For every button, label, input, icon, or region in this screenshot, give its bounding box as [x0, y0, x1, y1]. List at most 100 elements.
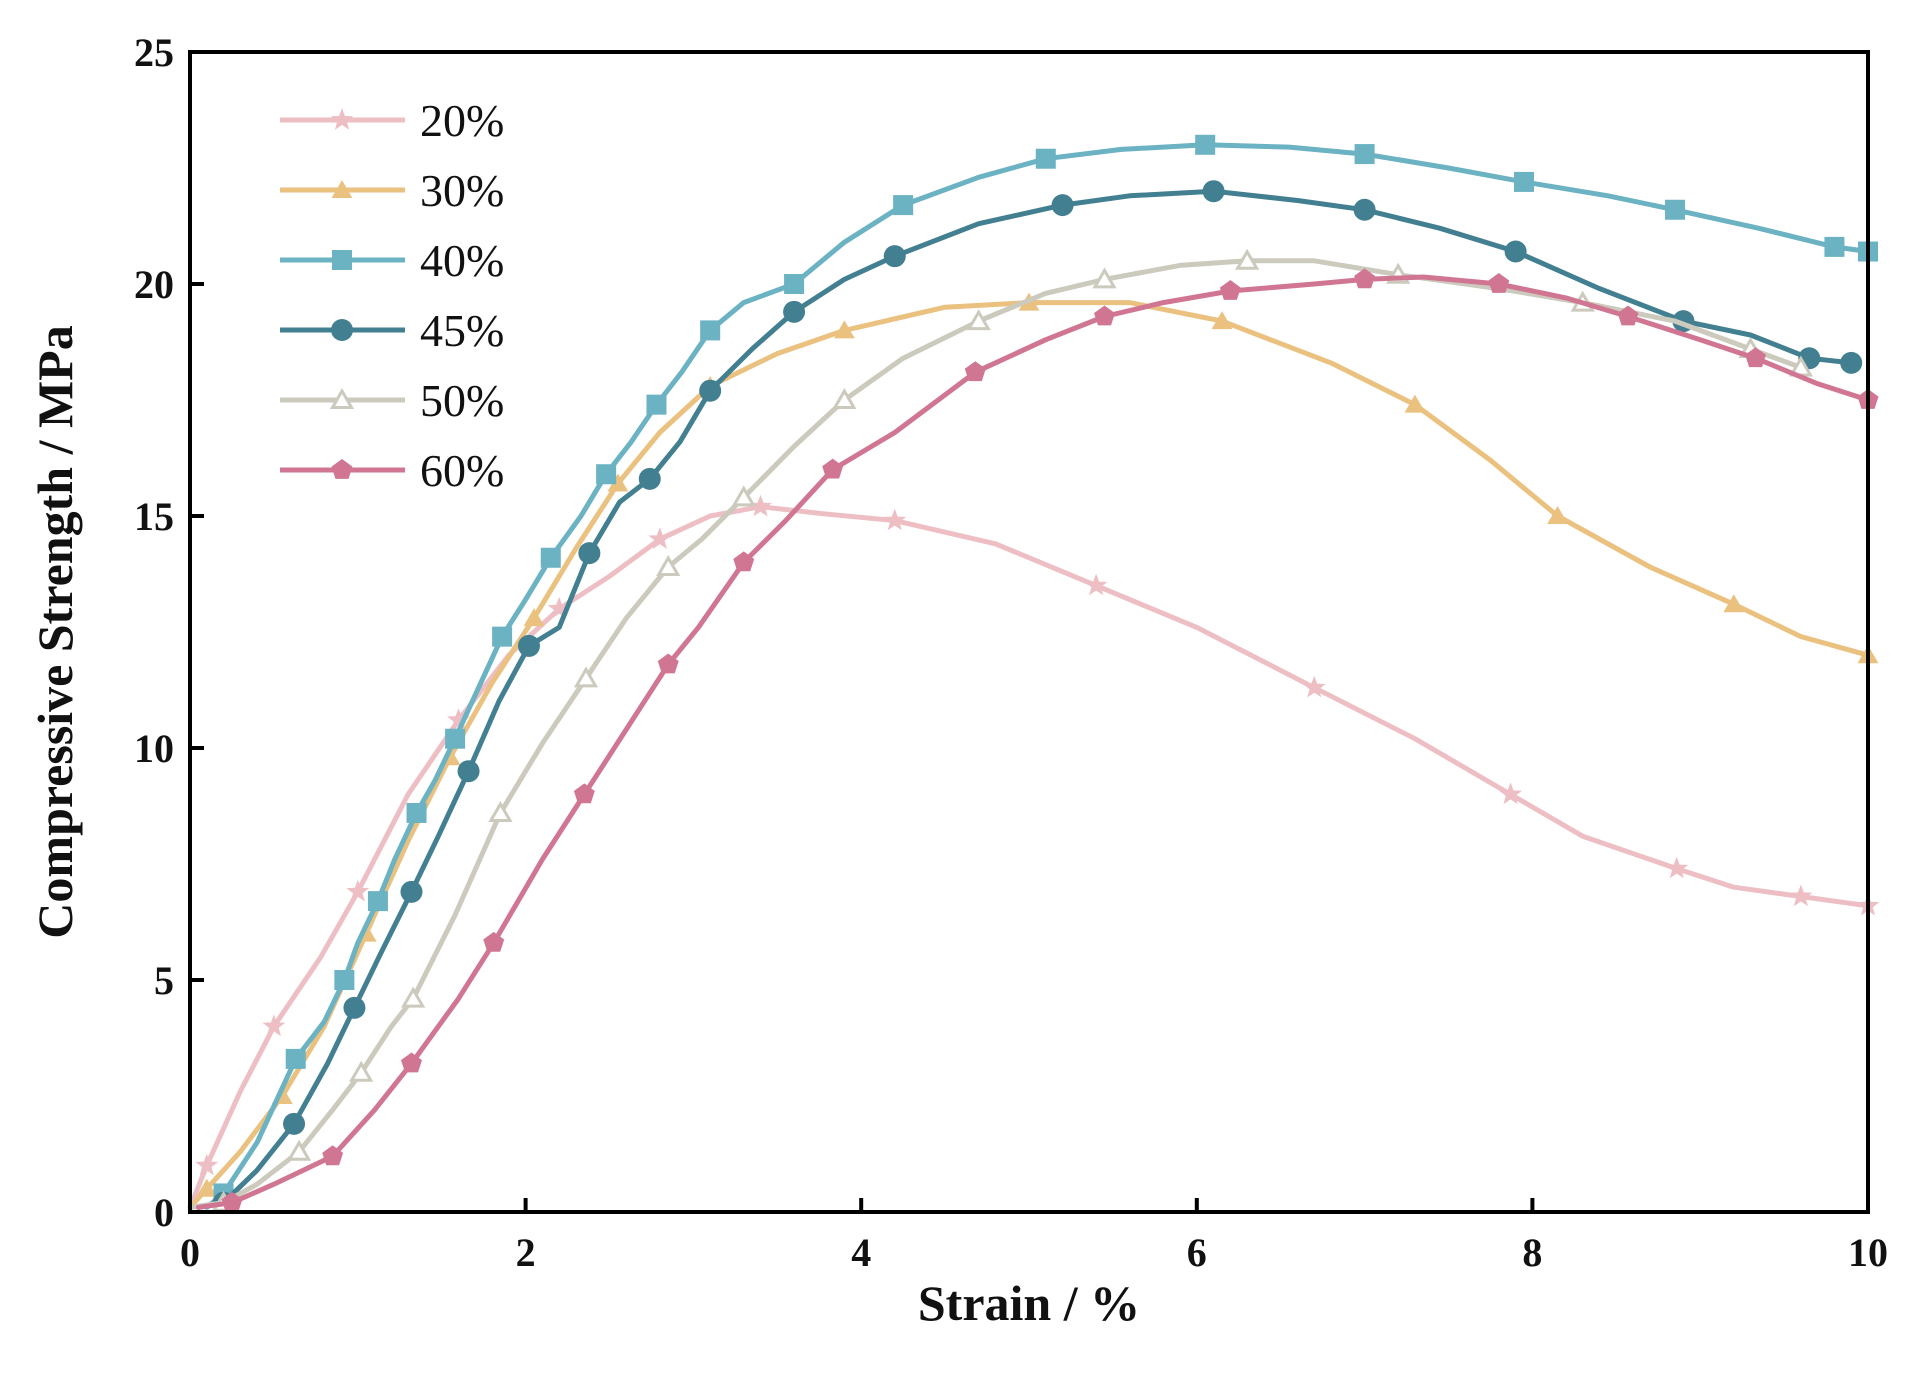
data-point [1617, 305, 1639, 326]
data-point [285, 1048, 306, 1069]
series-line [187, 504, 1871, 1210]
x-axis-title: Strain / % [918, 1275, 1140, 1331]
legend-marker [331, 319, 353, 341]
data-point [540, 547, 561, 568]
data-point [1840, 351, 1863, 374]
data-point [1353, 198, 1376, 221]
data-point [1302, 675, 1326, 698]
legend-label: 45% [420, 305, 504, 356]
data-point [1195, 134, 1216, 155]
data-point [196, 1178, 218, 1197]
data-point [1665, 199, 1686, 220]
data-point [348, 1060, 374, 1082]
data-point [749, 494, 772, 517]
x-tick-label: 10 [1848, 1230, 1888, 1275]
data-point [262, 1014, 286, 1037]
data-point [343, 996, 366, 1019]
data-point [783, 300, 806, 323]
data-point [573, 666, 599, 688]
series-20-percent [187, 494, 1880, 1210]
y-axis-title: Compressive Strength / MPa [27, 325, 83, 938]
data-point [483, 931, 505, 952]
series-layer [187, 134, 1880, 1214]
legend-label: 60% [420, 445, 504, 496]
data-point [1504, 240, 1527, 263]
data-point [517, 634, 540, 657]
data-point [822, 458, 844, 479]
data-point [596, 464, 617, 485]
data-point [966, 309, 991, 331]
data-point [401, 1052, 422, 1073]
x-tick-label: 8 [1522, 1230, 1542, 1275]
data-point [334, 970, 355, 990]
data-point [1547, 506, 1568, 524]
data-point [700, 320, 721, 341]
data-point [834, 320, 855, 339]
data-point [656, 555, 681, 576]
data-point [893, 195, 914, 216]
y-tick-label: 10 [134, 726, 174, 771]
data-point [547, 596, 571, 619]
data-point [657, 653, 679, 674]
data-point [367, 891, 388, 912]
data-point [457, 760, 480, 783]
data-point [883, 508, 907, 531]
data-point [578, 542, 601, 565]
legend-marker [329, 387, 355, 409]
x-tick-label: 4 [851, 1230, 871, 1275]
data-point [731, 485, 756, 507]
data-point [1665, 856, 1689, 879]
legend-marker [331, 459, 353, 479]
y-tick-label: 0 [154, 1190, 174, 1235]
data-point [283, 1112, 306, 1135]
data-point [1404, 394, 1426, 413]
data-point [1211, 311, 1233, 330]
series-60-percent [195, 268, 1879, 1212]
series-30-percent [187, 292, 1879, 1210]
data-point [648, 527, 672, 549]
y-tick-label: 20 [134, 262, 174, 307]
data-point [400, 880, 423, 903]
x-tick-label: 0 [180, 1230, 200, 1275]
legend-label: 20% [420, 95, 504, 146]
data-point [1789, 884, 1813, 907]
data-point [646, 394, 667, 415]
data-point [1488, 273, 1510, 293]
data-point [573, 783, 595, 804]
data-point [1219, 280, 1241, 300]
legend-label: 30% [420, 165, 504, 216]
series-line [195, 274, 1871, 1210]
legend-item: 20% [280, 95, 504, 146]
legend-item: 60% [280, 445, 504, 496]
data-point [1035, 148, 1056, 169]
data-point [1824, 236, 1845, 257]
legend-label: 50% [420, 375, 504, 426]
data-point [699, 379, 722, 402]
data-point [638, 467, 661, 490]
data-point [447, 708, 470, 730]
data-point [832, 387, 857, 409]
data-point [883, 245, 906, 268]
data-point [492, 626, 513, 647]
data-point [1499, 782, 1522, 805]
data-point [322, 1145, 344, 1166]
series-40-percent [204, 134, 1878, 1210]
data-point [733, 551, 755, 572]
data-point [964, 361, 986, 382]
x-tick-label: 6 [1187, 1230, 1207, 1275]
data-point [607, 473, 629, 492]
data-point [1084, 573, 1108, 596]
y-tick-label: 15 [134, 494, 174, 539]
y-tick-label: 25 [134, 30, 174, 75]
data-point [488, 801, 513, 822]
legend-marker [331, 180, 353, 198]
data-point [406, 802, 427, 823]
x-tick-label: 2 [516, 1230, 536, 1275]
legend-label: 40% [420, 235, 504, 286]
legend-item: 50% [280, 375, 504, 426]
legend: 20% 30% 40% 45% 50% 60% [280, 95, 504, 496]
data-point [1354, 268, 1376, 289]
legend-marker [330, 108, 354, 130]
data-point [523, 608, 545, 627]
